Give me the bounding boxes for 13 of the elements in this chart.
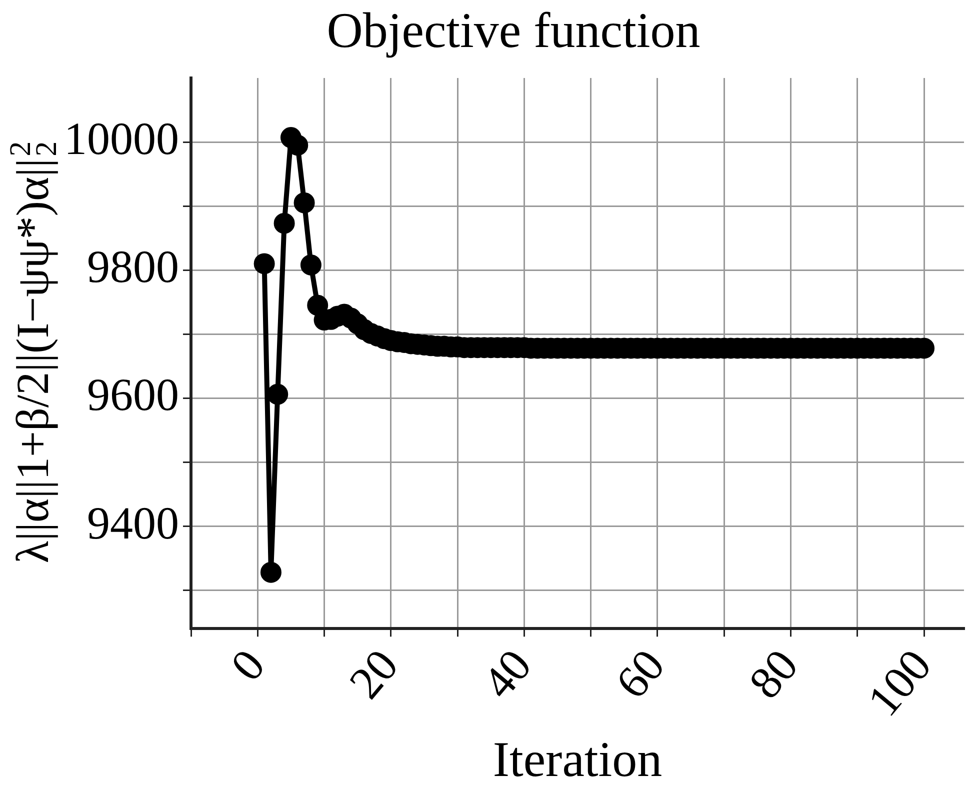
y-tick-label: 9800: [87, 241, 179, 292]
x-tick-label: 80: [739, 640, 808, 708]
x-axis-title: Iteration: [492, 731, 662, 788]
chart-title: Objective function: [326, 2, 700, 58]
y-tick-label: 9600: [87, 369, 179, 420]
x-tick-label: 60: [606, 640, 674, 708]
x-tick-label: 40: [472, 640, 542, 708]
x-tick-label: 20: [339, 640, 408, 708]
y-tick-label: 9400: [87, 497, 179, 548]
x-tick-label: 100: [858, 640, 941, 726]
x-tick-label: 0: [220, 640, 275, 690]
y-axis-title: λ||α||1+β/2||(I−ψψ*)α||22: [4, 141, 63, 564]
y-tick-label: 10000: [64, 113, 179, 164]
